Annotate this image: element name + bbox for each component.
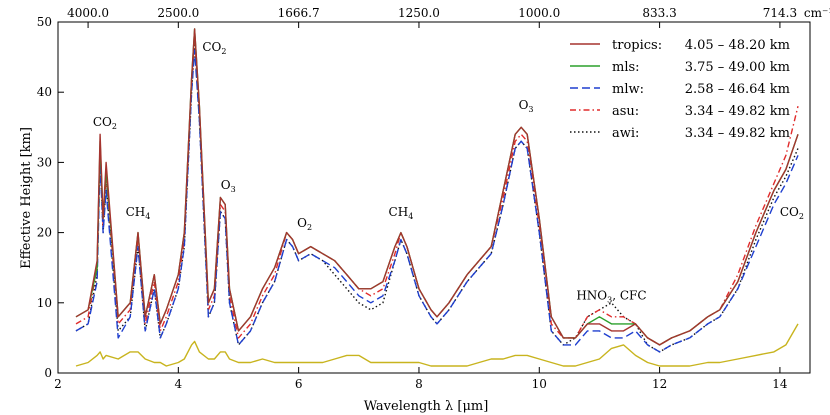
legend-label-tropics: tropics: [612, 38, 662, 53]
y-tick-label: 0 [44, 366, 52, 380]
series-line-tropics [75, 28, 799, 346]
top-tick-label: 1000.0 [518, 6, 560, 20]
species-label: O3 [221, 178, 236, 194]
x-tick-label: 6 [295, 377, 303, 391]
series-line-difference [75, 323, 799, 367]
species-label: CH4 [389, 205, 414, 221]
top-tick-label: 714.3 [763, 6, 797, 20]
legend-label-asu: asu: [612, 104, 639, 119]
legend-label-mlw: mlw: [612, 82, 644, 97]
y-tick-label: 40 [37, 85, 52, 99]
top-axis-unit: cm⁻¹ [804, 6, 830, 20]
x-tick-label: 8 [415, 377, 423, 391]
legend-range-awi: 3.34 – 49.82 km [685, 126, 790, 141]
top-tick-label: 1250.0 [398, 6, 440, 20]
x-tick-label: 10 [532, 377, 547, 391]
species-label: CO2 [780, 205, 804, 221]
legend-range-asu: 3.34 – 49.82 km [685, 104, 790, 119]
legend-range-tropics: 4.05 – 48.20 km [685, 38, 790, 53]
x-axis-title: Wavelength λ [μm] [364, 399, 489, 414]
species-label: O2 [297, 216, 312, 232]
series-line-asu [75, 35, 799, 346]
legend-range-mlw: 2.58 – 46.64 km [685, 82, 790, 97]
legend-label-mls: mls: [612, 60, 640, 75]
species-label: HNO3, CFC [576, 288, 646, 304]
top-tick-label: 833.3 [642, 6, 676, 20]
x-tick-label: 14 [772, 377, 788, 391]
top-tick-label: 1666.7 [278, 6, 320, 20]
x-tick-label: 2 [54, 377, 62, 391]
species-label: CO2 [202, 40, 226, 56]
series-line-mlw [75, 49, 799, 353]
legend-label-awi: awi: [612, 126, 639, 141]
species-label: O3 [519, 98, 534, 114]
y-tick-label: 10 [37, 296, 52, 310]
y-tick-label: 50 [37, 15, 52, 29]
x-tick-label: 4 [174, 377, 182, 391]
species-label: CH4 [126, 205, 151, 221]
plot-frame [57, 21, 811, 374]
top-tick-label: 4000.0 [67, 6, 109, 20]
species-label: CO2 [93, 115, 117, 131]
legend-range-mls: 3.75 – 49.00 km [685, 60, 790, 75]
top-tick-label: 2500.0 [157, 6, 199, 20]
series-line-mls [75, 28, 799, 346]
y-axis-title: Effective Height [km] [19, 127, 34, 269]
y-tick-label: 20 [37, 226, 52, 240]
x-tick-label: 12 [652, 377, 667, 391]
y-tick-label: 30 [37, 155, 52, 169]
